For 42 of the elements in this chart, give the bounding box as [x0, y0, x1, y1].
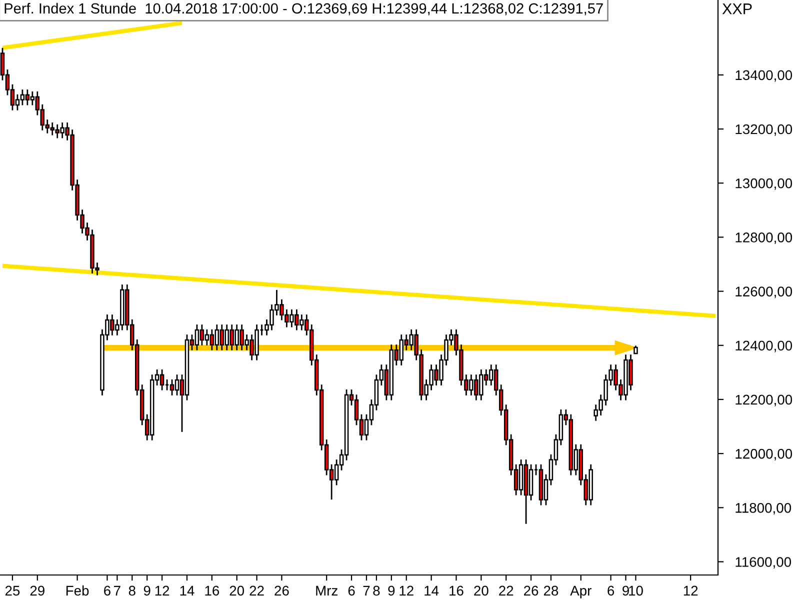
x-tick-label: 9: [388, 586, 395, 596]
y-tick-label: 12600,00: [736, 286, 792, 298]
x-tick-label: Feb: [66, 585, 89, 596]
x-tick-label: 16: [450, 586, 464, 596]
x-tick-label: 28: [544, 586, 558, 596]
x-tick-label: 29: [30, 586, 44, 596]
x-tick-label: 16: [205, 586, 220, 596]
x-tick-label: 12: [155, 586, 170, 596]
x-tick-label: 8: [373, 586, 380, 596]
x-tick-label: 12: [400, 586, 414, 596]
x-tick-label: 9: [622, 586, 629, 596]
x-tick-label: Mrz: [316, 586, 338, 596]
x-tick-label: 20: [230, 586, 244, 596]
text: XXP: [722, 4, 752, 14]
y-tick-label: 12400,00: [736, 340, 792, 352]
y-tick-label: 11600,00: [736, 557, 792, 569]
x-tick-label: 25: [5, 586, 20, 596]
x-tick-label: 8: [128, 586, 136, 596]
x-tick-label: Apr: [570, 586, 592, 598]
x-tick-label: 14: [180, 586, 194, 596]
x-tick-label: 7: [363, 586, 370, 596]
x-tick-label: 22: [250, 586, 264, 596]
y-tick-label: 12000,00: [736, 448, 792, 460]
x-tick-label: 14: [424, 586, 439, 596]
chart-title: Perf. Index 1 Stunde 10.04.2018 17:00:00 - O:12369,69 H:12399,44 L:12368,02 C:12391,57: [4, 2, 603, 16]
x-tick-label: 6: [348, 586, 355, 596]
x-tick-label: 10: [629, 586, 643, 596]
x-tick-label: 26: [524, 586, 538, 596]
x-tick-label: 6: [104, 586, 110, 596]
y-tick-label: 12200,00: [736, 394, 792, 406]
y-tick-label: 13000,00: [736, 178, 792, 190]
y-tick-label: 11800,00: [736, 502, 792, 514]
x-tick-label: 7: [114, 586, 120, 596]
x-tick-label: 6: [608, 586, 614, 596]
x-tick-label: 22: [499, 586, 514, 596]
y-tick-label: 13400,00: [736, 70, 792, 82]
y-tick-label: 13200,00: [736, 124, 792, 136]
x-tick-label: 9: [144, 586, 150, 596]
x-tick-label: 26: [274, 586, 289, 596]
x-tick-label: 12: [684, 586, 698, 596]
x-tick-label: 20: [474, 586, 488, 596]
y-tick-label: 12800,00: [736, 232, 792, 244]
